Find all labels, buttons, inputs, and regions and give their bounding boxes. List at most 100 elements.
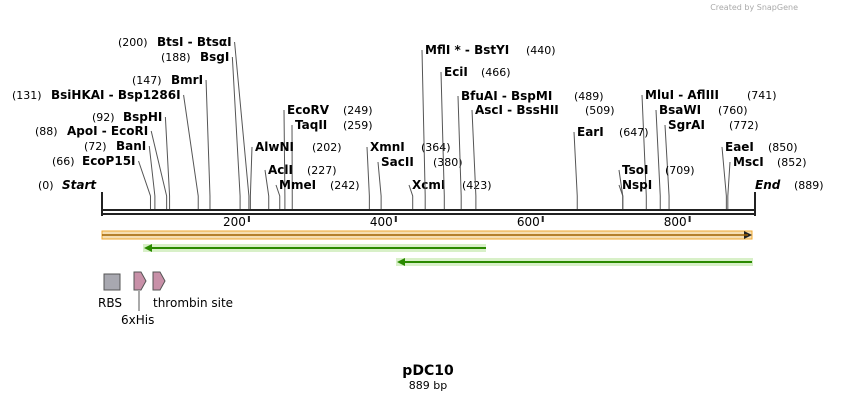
enzyme-site: (741) bbox=[747, 89, 777, 102]
cut-line bbox=[366, 146, 370, 209]
tick-label: 400 bbox=[370, 215, 393, 229]
cut-line bbox=[283, 109, 286, 209]
enzyme-name: SacII bbox=[381, 155, 414, 169]
enzyme-site: (364) bbox=[421, 141, 451, 154]
enzyme-site: (760) bbox=[718, 104, 748, 117]
tick-label: 800 bbox=[664, 215, 687, 229]
cut-line bbox=[421, 49, 426, 209]
cut-line bbox=[138, 160, 151, 209]
enzyme-name: MflI * - BstYI bbox=[425, 43, 509, 57]
enzyme-name: TaqII bbox=[295, 118, 327, 132]
arrow-head bbox=[397, 258, 405, 266]
enzyme-site: (772) bbox=[729, 119, 759, 132]
cut-line bbox=[457, 95, 462, 209]
enzyme-name: MluI - AflIII bbox=[645, 88, 719, 102]
cut-line bbox=[234, 41, 250, 209]
enzyme-site: (709) bbox=[665, 164, 695, 177]
enzyme-site: (489) bbox=[574, 90, 604, 103]
enzyme-name: AclI bbox=[268, 163, 293, 177]
enzyme-site: (88) bbox=[35, 125, 58, 138]
enzyme-name: BmrI bbox=[171, 73, 203, 87]
length: 889 bp bbox=[409, 379, 447, 392]
enzyme-site: (889) bbox=[794, 179, 824, 192]
tick-label: 200 bbox=[223, 215, 246, 229]
enzyme-site: (188) bbox=[161, 51, 191, 64]
enzyme-name: ApoI - EcoRI bbox=[67, 124, 148, 138]
enzyme-name: XmnI bbox=[370, 140, 405, 154]
enzyme-site: (259) bbox=[343, 119, 373, 132]
cut-line bbox=[471, 109, 477, 209]
enzyme-name: MscI bbox=[733, 155, 764, 169]
cut-line bbox=[440, 71, 445, 209]
cut-line bbox=[408, 184, 414, 209]
cut-line bbox=[231, 56, 241, 209]
cut-line bbox=[641, 94, 647, 209]
enzyme-name: AscI - BssHII bbox=[475, 103, 559, 117]
enzyme-name: End bbox=[755, 178, 781, 192]
enzyme-site: (202) bbox=[312, 141, 342, 154]
enzyme-site: (440) bbox=[526, 44, 556, 57]
enzyme-site: (466) bbox=[481, 66, 511, 79]
cut-line bbox=[377, 161, 382, 209]
enzyme-name: BanI bbox=[116, 139, 146, 153]
rbs-glyph bbox=[103, 273, 121, 291]
enzyme-name: BsgI bbox=[200, 50, 229, 64]
cut-line bbox=[150, 130, 168, 209]
enzyme-site: (423) bbox=[462, 179, 492, 192]
feature-label: 6xHis bbox=[121, 313, 154, 327]
cut-line bbox=[205, 79, 211, 209]
enzyme-site: (509) bbox=[585, 104, 615, 117]
enzyme-name: BsiHKAI - Bsp1286I bbox=[51, 88, 181, 102]
enzyme-name: EcoRV bbox=[287, 103, 330, 117]
enzyme-site: (66) bbox=[52, 155, 75, 168]
cut-line bbox=[721, 146, 727, 209]
cut-line bbox=[249, 146, 253, 209]
cut-line bbox=[264, 169, 270, 209]
enzyme-name: NspI bbox=[622, 178, 652, 192]
enzyme-name: EaeI bbox=[725, 140, 754, 154]
feature-label: thrombin site bbox=[153, 296, 233, 310]
enzyme-site: (242) bbox=[330, 179, 360, 192]
arrow-head bbox=[144, 244, 152, 252]
cut-line bbox=[183, 94, 199, 209]
enzyme-name: TsoI bbox=[622, 163, 648, 177]
cut-line bbox=[275, 184, 281, 209]
cut-line bbox=[727, 161, 731, 209]
feature-label: RBS bbox=[98, 296, 122, 310]
his-glyph bbox=[133, 271, 147, 291]
enzyme-name: EarI bbox=[577, 125, 604, 139]
enzyme-name: SgrAI bbox=[668, 118, 705, 132]
enzyme-name: BspHI bbox=[123, 110, 162, 124]
tick-label: 600 bbox=[517, 215, 540, 229]
cut-line bbox=[655, 109, 661, 209]
enzyme-name: Start bbox=[62, 178, 97, 192]
cut-line bbox=[664, 124, 670, 209]
cut-line bbox=[573, 131, 578, 209]
watermark: Created by SnapGene bbox=[710, 3, 798, 12]
thrombin-glyph bbox=[152, 271, 166, 291]
enzyme-site: (647) bbox=[619, 126, 649, 139]
enzyme-name: EcoP15I bbox=[82, 154, 136, 168]
enzyme-site: (0) bbox=[38, 179, 54, 192]
enzyme-name: AlwNI bbox=[255, 140, 294, 154]
enzyme-site: (249) bbox=[343, 104, 373, 117]
cut-line bbox=[164, 116, 171, 209]
cut-line bbox=[618, 184, 624, 209]
enzyme-site: (852) bbox=[777, 156, 807, 169]
enzyme-site: (227) bbox=[307, 164, 337, 177]
title: pDC10 bbox=[402, 363, 454, 379]
enzyme-name: XcmI bbox=[412, 178, 445, 192]
enzyme-name: BtsI - BtsαI bbox=[157, 35, 232, 49]
enzyme-site: (131) bbox=[12, 89, 42, 102]
enzyme-name: EciI bbox=[444, 65, 468, 79]
enzyme-site: (72) bbox=[84, 140, 107, 153]
cut-line bbox=[148, 145, 156, 209]
enzyme-name: MmeI bbox=[279, 178, 316, 192]
enzyme-site: (92) bbox=[92, 111, 115, 124]
enzyme-site: (850) bbox=[768, 141, 798, 154]
enzyme-name: BfuAI - BspMI bbox=[461, 89, 552, 103]
enzyme-site: (380) bbox=[433, 156, 463, 169]
enzyme-site: (147) bbox=[132, 74, 162, 87]
enzyme-site: (200) bbox=[118, 36, 148, 49]
